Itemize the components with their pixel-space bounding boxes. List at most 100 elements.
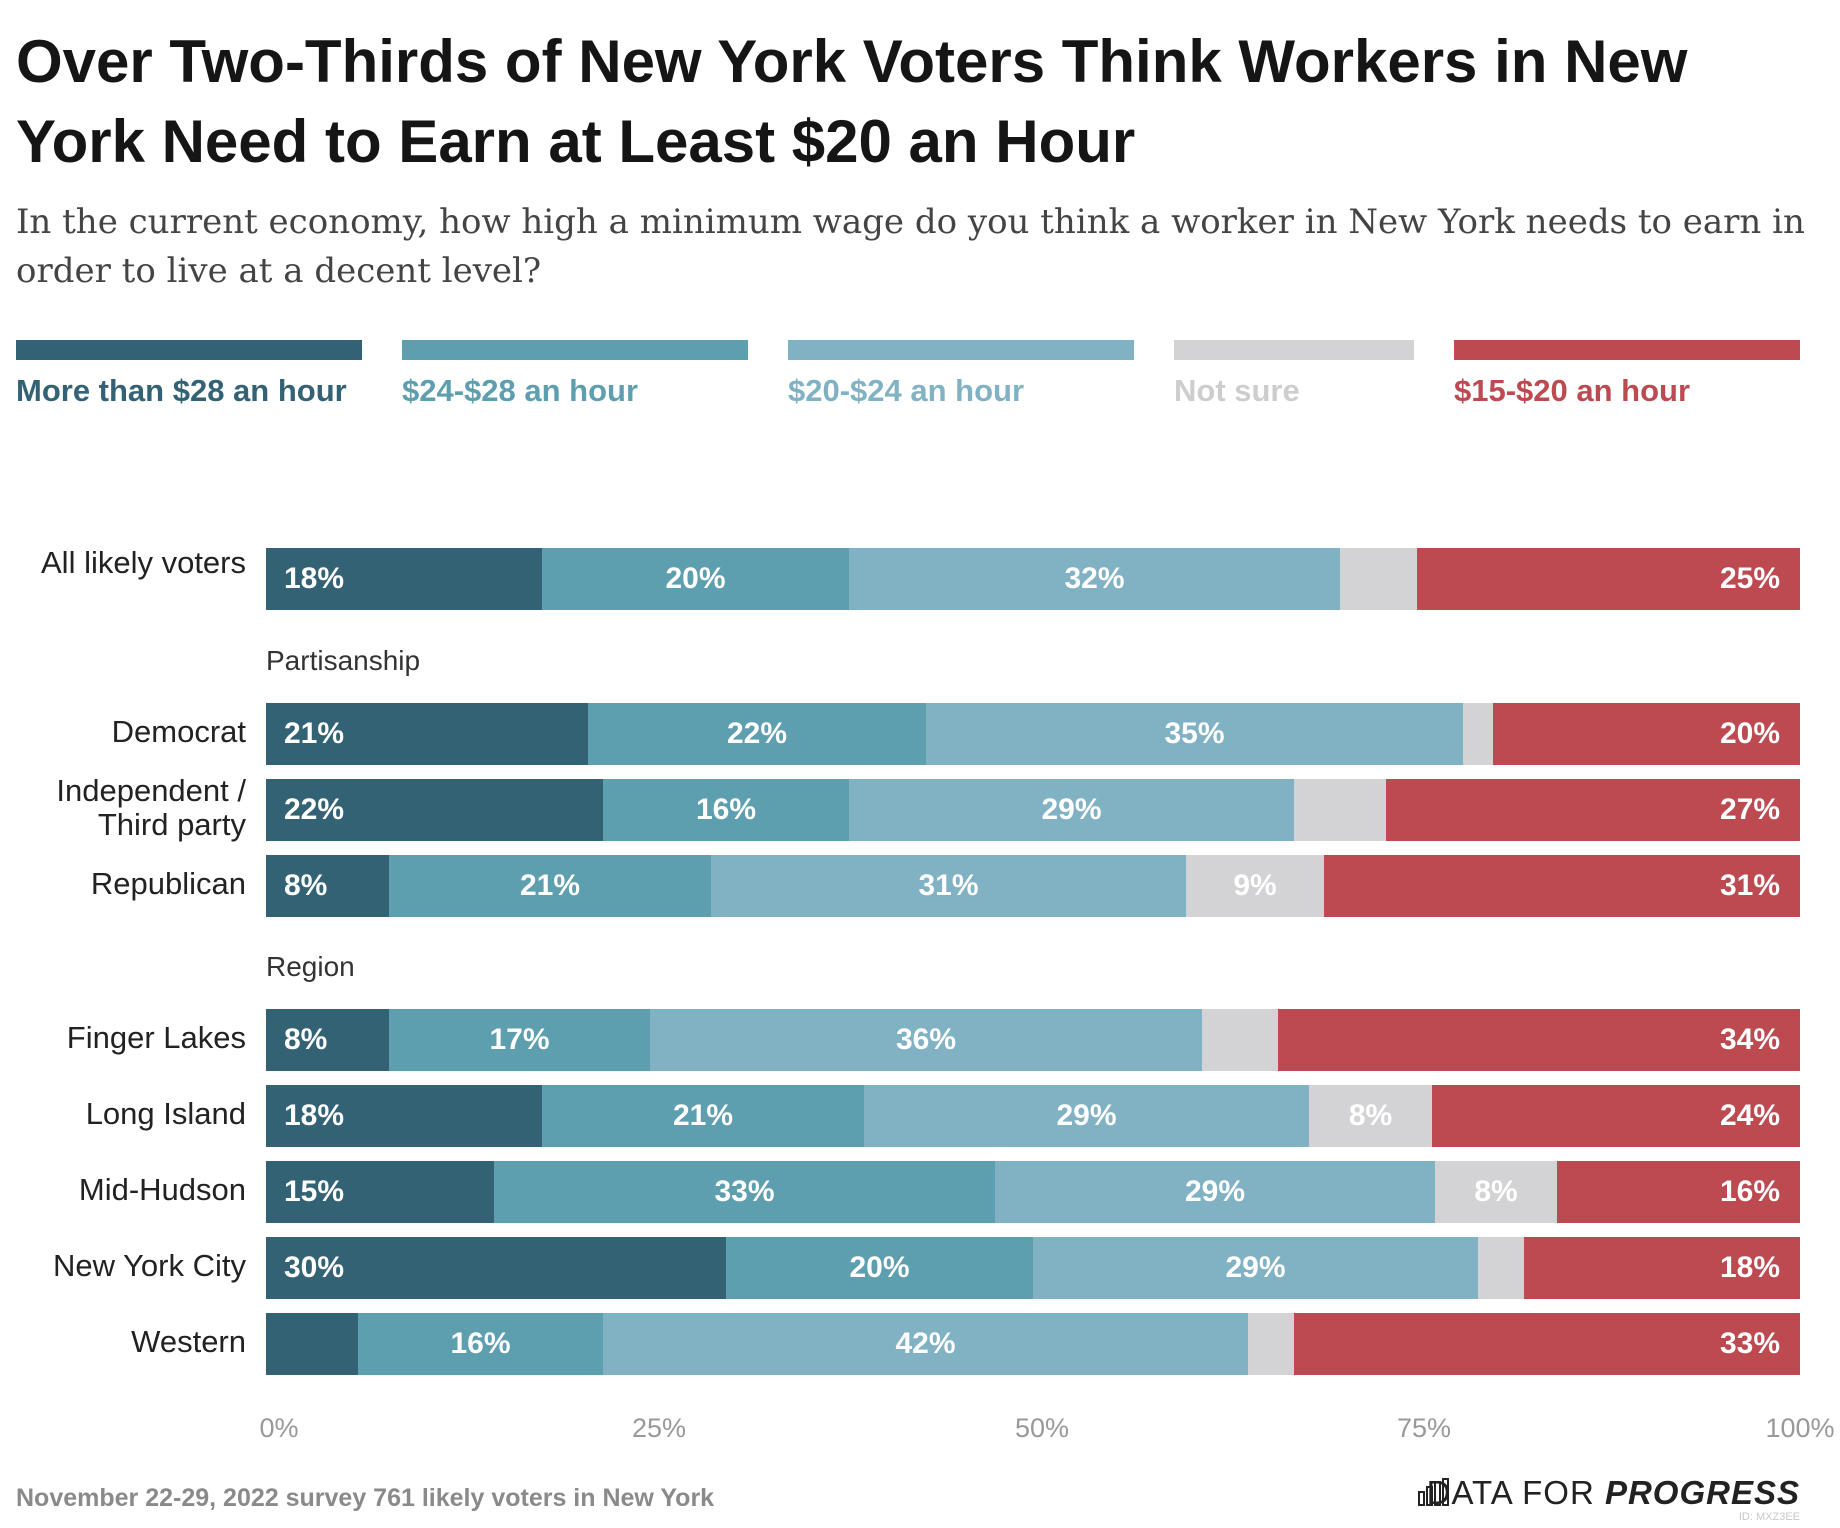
data-label: 33% [1719, 1327, 1780, 1360]
legend-item-not-sure: Not sure [1174, 340, 1414, 413]
data-label: 36% [895, 1023, 957, 1056]
row-label-text: Western [131, 1324, 246, 1359]
legend-item-24-28: $24-$28 an hour [402, 340, 748, 413]
data-label: 18% [284, 1099, 345, 1132]
bar-segment-24to28 [542, 1085, 864, 1147]
row-label-text: Long Island [85, 1096, 246, 1131]
bar-finger-lakes: 8% 17% 36% 34% [266, 1009, 1800, 1071]
legend-swatch [402, 340, 748, 360]
bar-segment-more28 [266, 1085, 542, 1147]
data-label: 20% [665, 562, 726, 595]
data-label: 8% [284, 1023, 328, 1056]
brand-light-text: DATA FOR [1426, 1474, 1595, 1511]
data-label: 16% [695, 793, 757, 826]
data-label: 31% [918, 869, 979, 902]
bar-segment-20to24 [849, 779, 1294, 841]
data-label: 29% [1041, 793, 1102, 826]
data-label: 31% [1719, 869, 1780, 902]
bar-segment-notsure [1186, 855, 1324, 917]
chart-subtitle: In the current economy, how high a minim… [16, 202, 1805, 291]
bar-republican: 8% 21% 31% 9% 31% [266, 855, 1800, 917]
bar-segment-15to20 [1278, 1009, 1800, 1071]
bar-segment-more28 [266, 548, 542, 610]
data-label: 21% [284, 717, 345, 750]
row-label-new-york-city: New York City [6, 1249, 246, 1283]
bar-segment-20to24 [849, 548, 1340, 610]
legend-label: $24-$28 an hour [402, 373, 639, 408]
bar-segment-notsure [1463, 703, 1493, 765]
row-label-text: All likely voters [41, 545, 246, 580]
data-label: 27% [1719, 793, 1780, 826]
legend-item-more-than-28: More than $28 an hour [16, 340, 362, 413]
legend-label: More than $28 an hour [16, 373, 347, 408]
bar-long-island: 18% 21% 29% 8% 24% [266, 1085, 1800, 1147]
bar-democrat: 21% 22% 35% 20% [266, 703, 1800, 765]
row-label-text: Democrat [111, 714, 246, 749]
bar-segment-notsure [1435, 1161, 1557, 1223]
row-label-text: Independent / Third party [56, 773, 246, 842]
row-label-long-island: Long Island [6, 1097, 246, 1131]
bar-segment-20to24 [711, 855, 1186, 917]
data-label: 8% [1348, 1099, 1393, 1132]
data-label: 22% [726, 717, 788, 750]
data-label: 30% [284, 1251, 345, 1284]
bar-segment-notsure [1340, 548, 1417, 610]
bar-segment-15to20 [1324, 855, 1800, 917]
bar-segment-24to28 [494, 1161, 995, 1223]
x-tick-label: 25% [631, 1413, 687, 1443]
bar-segment-more28 [266, 779, 603, 841]
bar-segment-notsure [1294, 779, 1386, 841]
x-tick-label: 0% [259, 1413, 299, 1443]
legend-label: Not sure [1174, 373, 1300, 408]
bar-segment-24to28 [542, 548, 849, 610]
bar-segment-more28 [266, 1237, 726, 1299]
row-label-republican: Republican [6, 867, 246, 901]
brand-logo: DATA FOR PROGRESS [1427, 1474, 1800, 1512]
data-label: 18% [284, 562, 345, 595]
row-label-finger-lakes: Finger Lakes [6, 1021, 246, 1055]
x-tick-label: 100% [1765, 1413, 1835, 1443]
bar-segment-notsure [1248, 1313, 1294, 1375]
bar-segment-notsure [1202, 1009, 1278, 1071]
row-label-western: Western [6, 1325, 246, 1359]
bar-segment-24to28 [588, 703, 926, 765]
chart-id: ID: MXZ3EE [1738, 1511, 1800, 1523]
data-label: 16% [1719, 1175, 1780, 1208]
legend-item-15-20: $15-$20 an hour [1454, 340, 1800, 413]
bar-new-york-city: 30% 20% 29% 18% [266, 1237, 1800, 1299]
bar-segment-15to20 [1493, 703, 1800, 765]
bar-mid-hudson: 15% 33% 29% 8% 16% [266, 1161, 1800, 1223]
bar-segment-20to24 [864, 1085, 1309, 1147]
bar-segment-24to28 [358, 1313, 603, 1375]
x-tick-label: 50% [1014, 1413, 1070, 1443]
data-label: 17% [489, 1023, 550, 1056]
brand-bold-text: PROGRESS [1604, 1474, 1800, 1511]
data-label: 29% [1225, 1251, 1286, 1284]
bar-segment-notsure [1309, 1085, 1432, 1147]
survey-footnote: November 22-29, 2022 survey 761 likely v… [16, 1484, 715, 1512]
data-label: 16% [450, 1327, 511, 1360]
data-label: 8% [1474, 1175, 1518, 1208]
bar-segment-24to28 [726, 1237, 1033, 1299]
x-tick-label: 75% [1396, 1413, 1452, 1443]
data-label: 21% [672, 1099, 734, 1132]
data-label: 21% [519, 869, 581, 902]
legend-swatch [1174, 340, 1414, 360]
bar-segment-notsure [1478, 1237, 1524, 1299]
legend-label: $20-$24 an hour [788, 373, 1025, 408]
bar-segment-20to24 [926, 703, 1463, 765]
row-label-text: Republican [90, 866, 246, 901]
chart-title: Over Two-Thirds of New York Voters Think… [16, 28, 1688, 175]
data-label: 20% [849, 1251, 910, 1284]
row-label-text: Mid-Hudson [78, 1172, 246, 1207]
bar-segment-15to20 [1557, 1161, 1800, 1223]
bar-segment-20to24 [603, 1313, 1248, 1375]
bar-segment-15to20 [1524, 1237, 1800, 1299]
row-label-mid-hudson: Mid-Hudson [6, 1173, 246, 1207]
bar-segment-24to28 [389, 855, 711, 917]
legend-swatch [1454, 340, 1800, 360]
data-label: 20% [1719, 717, 1780, 750]
row-label-text: Finger Lakes [66, 1020, 246, 1055]
bar-segment-15to20 [1386, 779, 1800, 841]
data-label: 29% [1056, 1099, 1117, 1132]
